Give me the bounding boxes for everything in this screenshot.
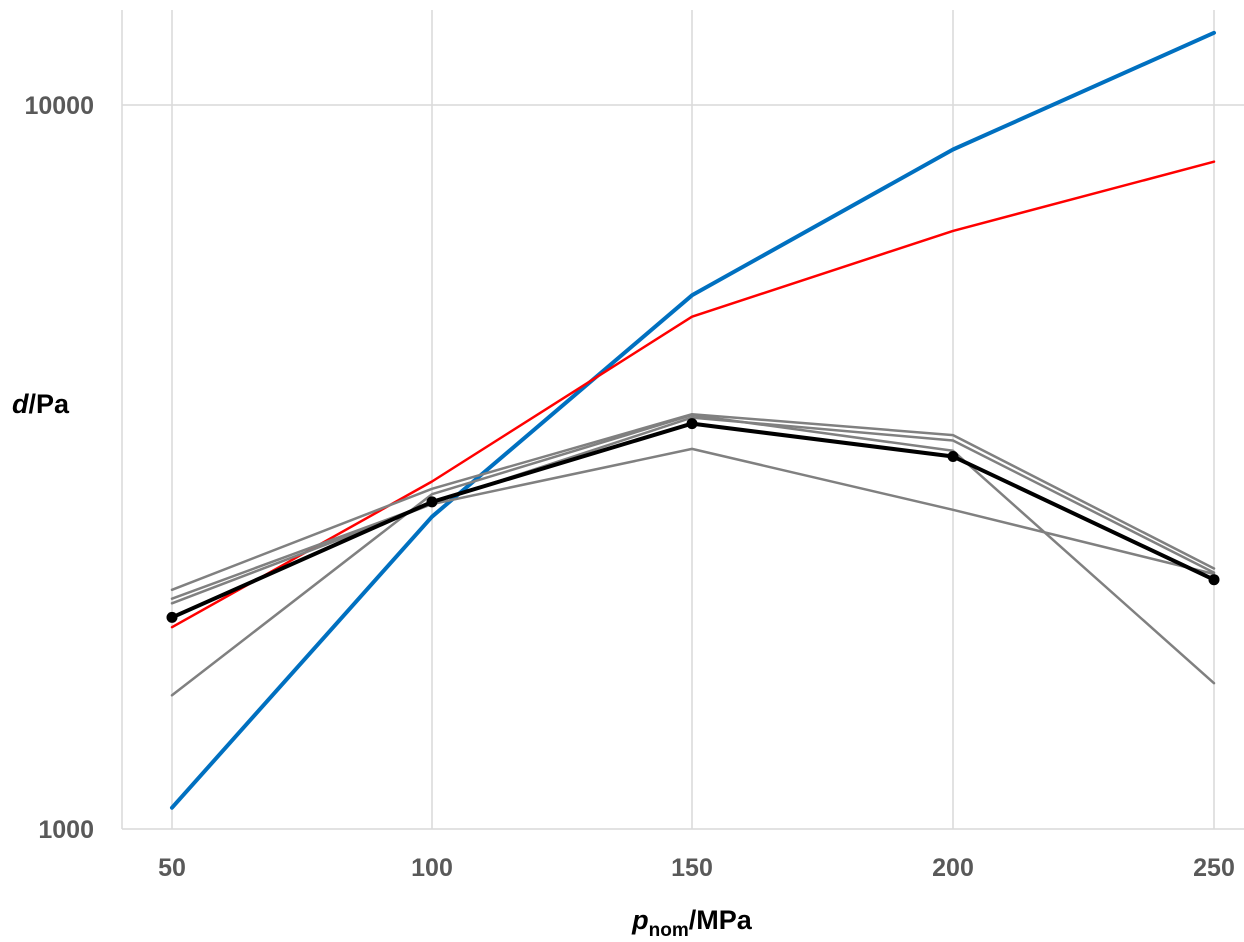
x-tick-label: 100 — [411, 854, 453, 882]
y-tick-label: 10000 — [24, 92, 94, 120]
gridlines — [121, 10, 1244, 830]
series-point — [426, 496, 438, 508]
tick-labels: 50 100 150 200 250 1000 10000 — [24, 92, 1234, 882]
series-line-3 — [170, 412, 1216, 592]
series-layer — [166, 30, 1220, 810]
series-line-5 — [170, 447, 1216, 605]
x-axis-unit: /MPa — [689, 905, 753, 935]
series-line-2 — [170, 160, 1216, 629]
x-tick-label: 150 — [671, 854, 713, 882]
x-tick-label: 50 — [158, 854, 186, 882]
series-line-1 — [170, 30, 1216, 810]
series-line-6 — [170, 413, 1216, 697]
x-axis-title: pnom/MPa — [631, 905, 753, 941]
series-point — [947, 451, 959, 462]
series-point — [166, 611, 178, 623]
y-axis-title: d/Pa — [12, 389, 70, 419]
series-point — [1208, 574, 1220, 586]
x-axis-variable: p — [631, 905, 649, 935]
y-axis-unit: /Pa — [29, 389, 71, 419]
series-line-4 — [170, 416, 1216, 600]
y-tick-label: 1000 — [38, 816, 94, 844]
series-point — [686, 418, 698, 430]
x-axis-subscript: nom — [649, 920, 689, 941]
x-tick-label: 250 — [1193, 854, 1235, 882]
y-axis-variable: d — [12, 389, 29, 419]
x-tick-label: 200 — [932, 854, 974, 882]
series-line-7 — [170, 421, 1216, 620]
